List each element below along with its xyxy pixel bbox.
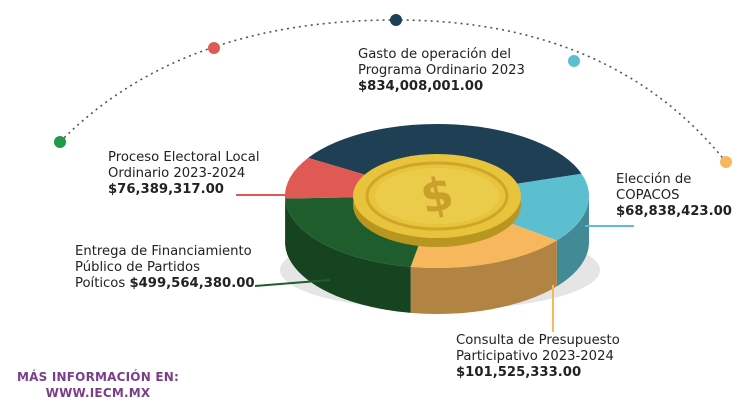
arc-dot-orange — [720, 156, 732, 168]
slice-label-gasto-text: Gasto de operación del Programa Ordinari… — [358, 47, 525, 79]
slice-label-consulta: Consulta de Presupuesto Participativo 20… — [456, 333, 620, 381]
slice-label-entrega: Entrega de Financiamiento Público de Par… — [75, 244, 255, 292]
arc-dot-green — [54, 136, 66, 148]
slice-value-proceso: $76,389,317.00 — [108, 182, 260, 198]
arc-dot-navy — [390, 14, 402, 26]
slice-label-copacos-text: Elección de COPACOS — [616, 172, 732, 204]
slice-value-entrega: $499,564,380.00 — [129, 276, 254, 291]
more-info: MÁS INFORMACIÓN EN: WWW.IECM.MX — [12, 369, 184, 401]
arc-dot-red — [208, 42, 220, 54]
slice-value-copacos: $68,838,423.00 — [616, 204, 732, 220]
slice-value-gasto: $834,008,001.00 — [358, 79, 525, 95]
more-info-label: MÁS INFORMACIÓN EN: — [12, 369, 184, 385]
slice-label-proceso-text: Proceso Electoral Local Ordinario 2023-2… — [108, 150, 260, 182]
dollar-coin-icon: $ — [353, 154, 521, 247]
slice-value-consulta: $101,525,333.00 — [456, 365, 620, 381]
arc-dot-cyan — [568, 55, 580, 67]
slice-label-copacos: Elección de COPACOS $68,838,423.00 — [616, 172, 732, 220]
slice-label-proceso: Proceso Electoral Local Ordinario 2023-2… — [108, 150, 260, 198]
more-info-url[interactable]: WWW.IECM.MX — [12, 385, 184, 401]
slice-label-gasto: Gasto de operación del Programa Ordinari… — [358, 47, 525, 95]
slice-label-consulta-text: Consulta de Presupuesto Participativo 20… — [456, 333, 620, 365]
